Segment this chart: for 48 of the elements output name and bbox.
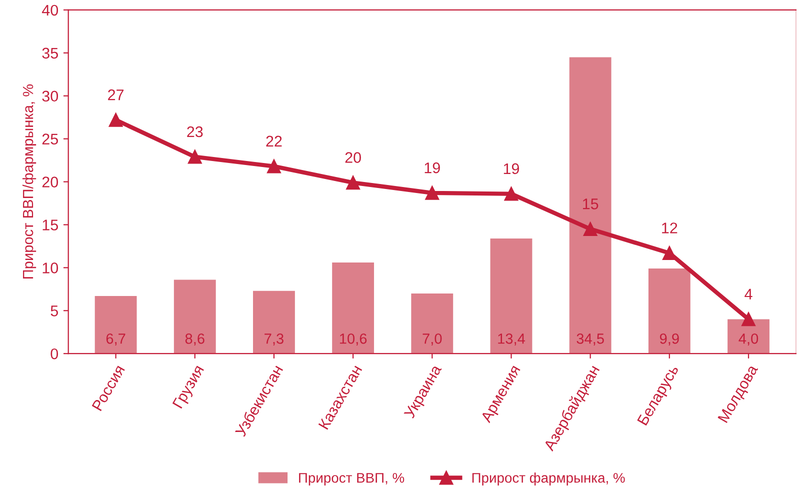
data-label: 23 [187,126,203,138]
data-label: 7,0 [422,334,442,346]
bar [728,319,770,354]
data-label: 7,3 [264,334,284,346]
bar [94,296,137,354]
data-label: 10,6 [340,334,367,346]
y-axis-title: Прирост ВВП/фармрынка, % [22,84,36,278]
legend-label: Прирост фармрынка, % [472,472,625,486]
y-tick-label: 20 [42,176,58,188]
y-tick-label: 0 [50,348,58,360]
point [346,176,360,190]
data-label: 12 [662,222,678,234]
y-tick-label: 10 [42,262,58,274]
point [267,159,281,174]
point [108,112,123,127]
y-tick-label: 5 [50,306,58,316]
data-label: 19 [504,163,520,174]
data-label: 4 [744,288,752,300]
data-label: 9,9 [660,334,679,346]
data-label: 4,0 [738,334,758,346]
y-tick-label: 30 [42,90,58,102]
bar [174,280,216,354]
point [662,246,676,260]
data-label: 8,6 [185,334,204,346]
data-label: 22 [266,136,282,146]
bar [411,293,454,354]
data-label: 19 [424,162,440,174]
y-tick-label: 25 [42,134,58,145]
bar [490,238,532,354]
data-label: 34,5 [576,334,604,346]
bar [569,57,612,354]
data-label: 6,7 [106,334,126,346]
point [742,312,756,326]
bar [332,262,374,354]
data-label: 15 [582,198,598,210]
point [188,150,202,164]
data-label: 13,4 [498,334,526,346]
data-label: 20 [345,152,361,163]
point [425,186,440,200]
bar [648,268,690,354]
legend-label: Прирост ВВП, % [299,472,404,486]
data-label: 27 [108,89,124,100]
bar [253,290,295,354]
point [504,186,518,201]
y-tick-label: 35 [42,48,58,59]
y-tick-label: 15 [42,220,58,230]
point [583,222,598,236]
y-tick-label: 40 [42,4,58,16]
